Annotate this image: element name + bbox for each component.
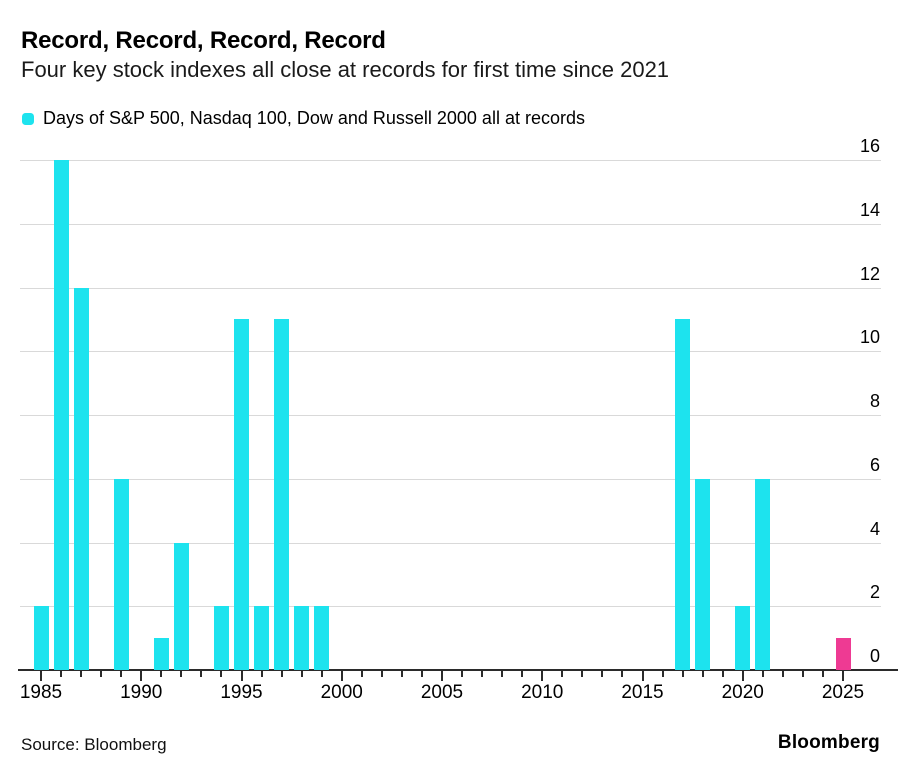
bar [73, 287, 89, 670]
x-tick-label: 2005 [420, 682, 464, 703]
bar-highlight [835, 638, 851, 670]
source-note: Source: Bloomberg [21, 735, 167, 754]
y-tick-label: 14 [859, 199, 880, 220]
y-gridline [20, 287, 881, 289]
x-axis-tick [661, 671, 664, 677]
x-axis-tick [601, 671, 604, 677]
x-axis-tick [561, 671, 564, 677]
x-axis-tick [761, 671, 764, 677]
x-tick-label: 2015 [621, 682, 664, 703]
x-tick-label: 1995 [220, 682, 263, 703]
y-gridline [20, 606, 881, 608]
x-axis-tick [481, 671, 484, 677]
bar [675, 319, 691, 670]
x-axis-tick [220, 671, 223, 677]
x-axis-tick [521, 671, 524, 677]
x-tick-label: 2000 [320, 682, 363, 703]
y-gridline [20, 542, 881, 544]
x-axis-tick [801, 671, 804, 677]
y-tick-label: 2 [869, 582, 880, 603]
bar [234, 319, 249, 670]
y-tick-label: 12 [859, 263, 880, 284]
x-axis-tick [100, 671, 103, 677]
x-tick-label: 1990 [120, 682, 163, 703]
y-gridline [20, 351, 881, 353]
x-tick-label: 2025 [821, 682, 865, 703]
x-axis-tick [641, 671, 644, 681]
x-axis-tick [541, 671, 544, 681]
x-axis-tick [320, 671, 323, 677]
bar [294, 606, 310, 670]
x-axis-tick [180, 671, 183, 677]
x-axis-tick [360, 671, 363, 677]
x-axis-tick [60, 671, 63, 677]
x-axis-tick [160, 671, 163, 677]
x-axis-tick [701, 671, 704, 677]
x-axis-tick [400, 671, 403, 677]
bar [755, 478, 771, 670]
x-axis-tick [781, 671, 784, 677]
bar [53, 160, 69, 670]
x-axis-tick [821, 671, 824, 677]
bar [695, 478, 711, 670]
y-tick-label: 6 [869, 454, 880, 475]
y-tick-label: 8 [869, 391, 880, 411]
x-axis-tick [140, 671, 143, 681]
y-tick-label: 16 [859, 136, 880, 156]
legend-swatch-icon [22, 112, 34, 125]
x-axis-tick [280, 671, 283, 677]
y-gridline [20, 160, 881, 161]
bar [254, 606, 270, 670]
x-axis-tick [40, 671, 42, 681]
x-axis-tick [581, 671, 584, 677]
x-axis-tick [200, 671, 203, 677]
x-axis-tick [842, 671, 844, 681]
x-axis-tick [340, 671, 343, 681]
legend: Days of S&P 500, Nasdaq 100, Dow and Rus… [22, 108, 585, 129]
y-gridline [20, 415, 881, 416]
x-axis-tick [80, 671, 83, 677]
x-axis-tick [300, 671, 303, 677]
x-tick-label: 1985 [19, 682, 63, 703]
bar [113, 478, 129, 670]
y-tick-label: 10 [859, 327, 880, 348]
y-gridline [20, 478, 881, 480]
x-axis-line [18, 669, 898, 671]
bar [213, 606, 229, 670]
x-tick-label: 2020 [721, 682, 764, 703]
y-tick-label: 0 [869, 646, 880, 666]
x-tick-label: 2010 [521, 682, 564, 703]
legend-label: Days of S&P 500, Nasdaq 100, Dow and Rus… [43, 108, 585, 128]
x-axis-tick [681, 671, 684, 677]
x-axis-tick [240, 671, 243, 681]
x-axis-tick [441, 671, 443, 681]
x-axis-tick [721, 671, 724, 677]
bar [173, 542, 189, 670]
x-axis-tick [420, 671, 423, 677]
bloomberg-logo: Bloomberg [777, 732, 880, 753]
chart-title: Record, Record, Record, Record [21, 27, 386, 54]
bar [153, 638, 169, 670]
x-axis-tick [380, 671, 383, 677]
y-tick-label: 4 [869, 518, 880, 539]
bar [735, 606, 751, 670]
x-axis-tick [260, 671, 263, 677]
x-axis-tick [120, 671, 123, 677]
bar [314, 606, 330, 670]
x-axis-tick [741, 671, 744, 681]
bar [33, 606, 49, 670]
chart-subtitle: Four key stock indexes all close at reco… [21, 57, 670, 82]
x-axis-tick [501, 671, 504, 677]
y-gridline [20, 223, 881, 225]
bar [274, 319, 290, 670]
x-axis-tick [621, 671, 624, 677]
x-axis-tick [461, 671, 464, 677]
